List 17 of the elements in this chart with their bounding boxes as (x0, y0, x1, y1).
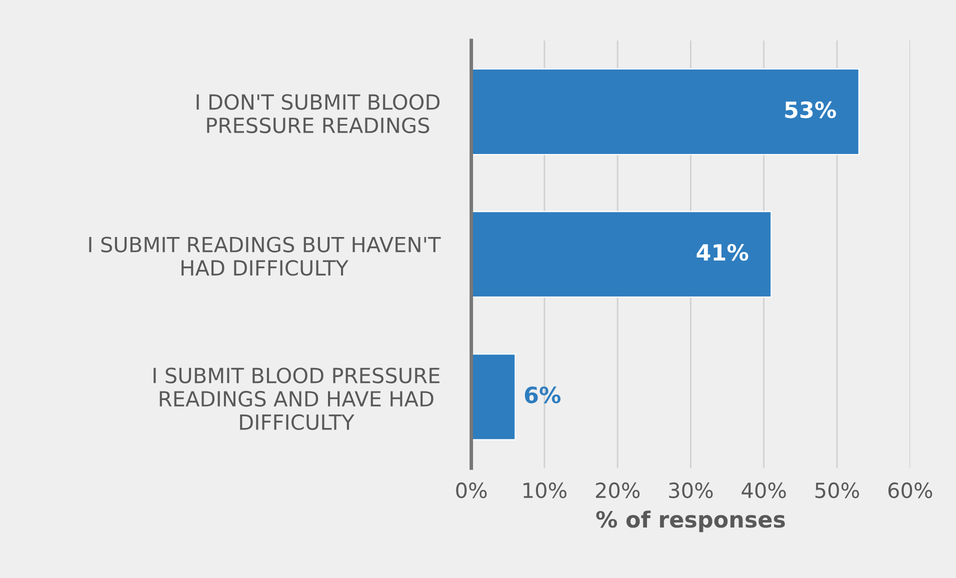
x-tick-label: 60% (888, 482, 932, 498)
bar (471, 210, 772, 298)
data-label: 6% (524, 386, 561, 404)
y-tick-label: I SUBMIT BLOOD PRESSURE READINGS AND HAVE HAD DIFFICULTY (154, 368, 440, 430)
x-tick-label: 50% (815, 482, 859, 498)
x-tick-label: 30% (669, 482, 713, 498)
x-tick-label: 10% (524, 482, 566, 498)
bar (471, 354, 516, 440)
data-label: 53% (785, 101, 836, 118)
data-label: 41% (696, 244, 748, 261)
bar (471, 68, 860, 156)
y-tick-label: I DON'T SUBMIT BLOOD PRESSURE READINGS (196, 94, 440, 134)
x-axis-title: % of responses (596, 510, 785, 532)
x-tick-label: 20% (596, 482, 640, 498)
x-tick-label: 40% (742, 482, 786, 498)
x-tick-label: 0% (456, 482, 487, 498)
y-tick-label: I SUBMIT READINGS BUT HAVEN'T HAD DIFFICULTY (89, 236, 441, 276)
